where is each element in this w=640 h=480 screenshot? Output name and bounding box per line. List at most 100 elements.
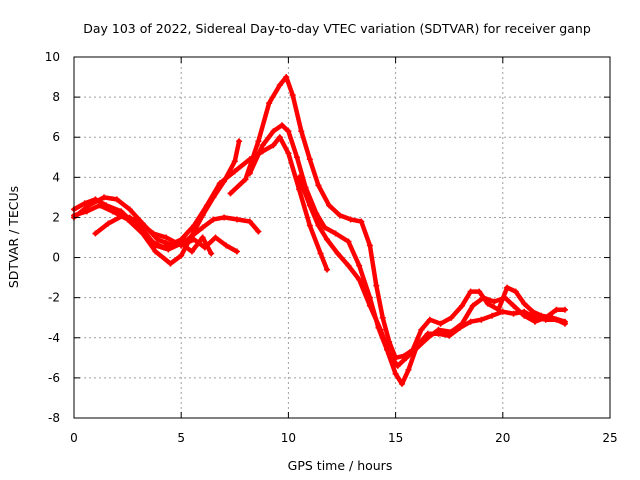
y-tick-label: 10 (45, 50, 60, 64)
data-point (392, 370, 399, 377)
data-point (437, 320, 444, 327)
data-point (321, 224, 328, 231)
data-point (501, 294, 508, 301)
data-point (208, 250, 215, 257)
x-tick-label: 25 (602, 431, 617, 445)
data-point (377, 326, 384, 333)
data-point (154, 236, 161, 243)
data-point (276, 134, 283, 141)
data-point (448, 314, 455, 321)
data-point (306, 202, 313, 209)
data-point (448, 328, 455, 335)
data-point (510, 310, 517, 317)
data-point (231, 168, 238, 175)
data-point (531, 318, 538, 325)
data-point (242, 176, 249, 183)
data-point (92, 230, 99, 237)
data-point (259, 142, 266, 149)
data-point (163, 234, 170, 241)
data-point (553, 316, 560, 323)
data-point (86, 202, 93, 209)
data-point (212, 234, 219, 241)
data-point (101, 194, 108, 201)
series-line-track-4 (93, 213, 240, 254)
data-point (276, 82, 283, 89)
data-point (403, 354, 410, 361)
data-point (446, 332, 453, 339)
data-point (345, 262, 352, 269)
data-point (165, 246, 172, 253)
data-point (435, 326, 442, 333)
data-point (373, 282, 380, 289)
data-point (476, 288, 483, 295)
x-tick-label: 10 (281, 431, 296, 445)
data-point (315, 222, 322, 229)
series-group (71, 74, 568, 387)
data-point (405, 366, 412, 373)
data-point (296, 186, 303, 193)
data-point (414, 344, 421, 351)
data-point (499, 308, 506, 315)
data-point (199, 212, 206, 219)
data-point (426, 316, 433, 323)
data-point (227, 190, 234, 197)
data-point (424, 334, 431, 341)
data-point (221, 178, 228, 185)
y-tick-label: 0 (52, 251, 60, 265)
y-tick-label: -4 (48, 331, 60, 345)
data-point (150, 230, 157, 237)
data-point (332, 230, 339, 237)
data-point (120, 212, 127, 219)
data-point (489, 312, 496, 319)
data-point (126, 206, 133, 213)
data-point (223, 242, 230, 249)
y-tick-label: 2 (52, 210, 60, 224)
data-point (296, 174, 303, 181)
data-point (306, 156, 313, 163)
data-point (478, 316, 485, 323)
data-point (467, 288, 474, 295)
data-point (221, 214, 228, 221)
data-point (469, 302, 476, 309)
data-point (139, 226, 146, 233)
y-axis-label: SDTVAR / TECUs (6, 186, 21, 288)
data-point (109, 208, 116, 215)
data-point (366, 242, 373, 249)
data-point (504, 284, 511, 291)
data-point (334, 250, 341, 257)
data-point (553, 306, 560, 313)
data-point (345, 238, 352, 245)
y-tick-label: 4 (52, 170, 60, 184)
data-point (306, 222, 313, 229)
data-point (285, 128, 292, 135)
data-point (246, 218, 253, 225)
data-point (231, 158, 238, 165)
data-point (323, 236, 330, 243)
data-point (81, 200, 88, 207)
data-point (399, 380, 406, 387)
data-point (418, 326, 425, 333)
data-point (255, 228, 262, 235)
data-point (255, 138, 262, 145)
data-point (512, 288, 519, 295)
data-point (529, 308, 536, 315)
chart-title: Day 103 of 2022, Sidereal Day-to-day VTE… (83, 21, 591, 36)
data-point (347, 216, 354, 223)
series-line-track-7 (247, 122, 568, 387)
data-point (293, 154, 300, 161)
plot-frame (73, 56, 611, 419)
data-point (459, 320, 466, 327)
data-point (191, 236, 198, 243)
data-point (491, 298, 498, 305)
data-point (199, 224, 206, 231)
data-point (336, 212, 343, 219)
y-tick-label: -8 (48, 411, 60, 425)
data-point (105, 220, 112, 227)
data-point (152, 248, 159, 255)
data-point (270, 142, 277, 149)
y-tick-label: -6 (48, 371, 60, 385)
data-point (167, 260, 174, 267)
data-point (188, 248, 195, 255)
data-point (178, 240, 185, 247)
